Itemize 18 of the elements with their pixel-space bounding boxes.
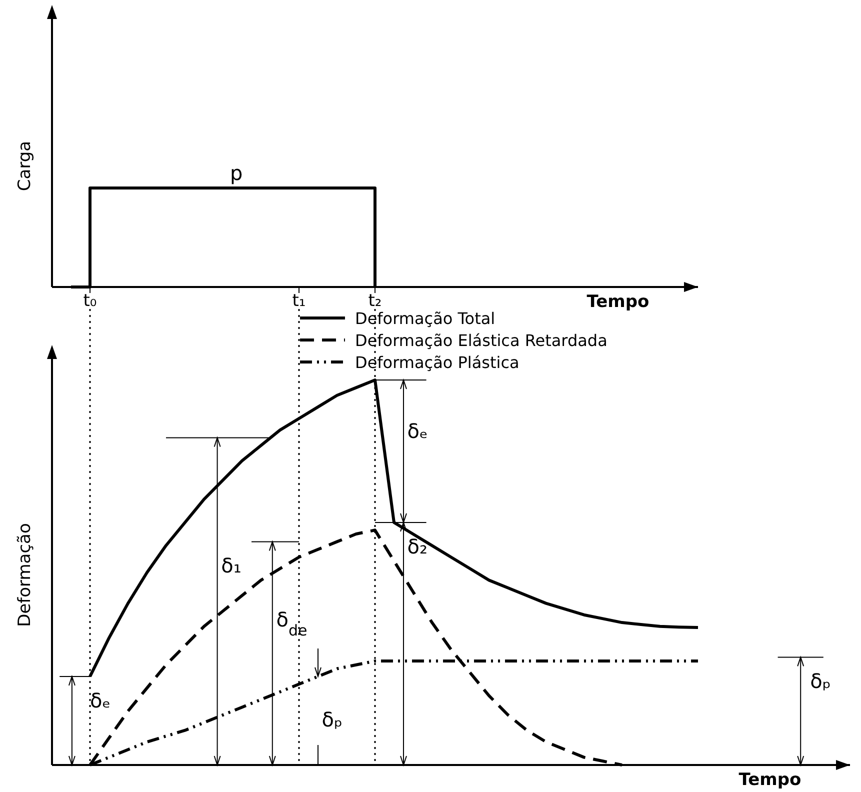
annotation: δ₂ xyxy=(407,534,428,558)
annotation: δ$_{de}$ xyxy=(276,607,308,640)
annotation: δₚ xyxy=(322,708,343,732)
annotation: δₚ xyxy=(810,669,831,693)
legend-label: Deformação Elástica Retardada xyxy=(355,331,608,350)
text: p xyxy=(230,161,243,186)
x-axis-title: Tempo xyxy=(586,292,650,312)
annotation: δ₁ xyxy=(221,554,242,578)
annotation: δₑ xyxy=(90,688,111,712)
y-axis-title: Deformação xyxy=(15,523,35,627)
x-tick-label: t₁ xyxy=(292,291,306,311)
legend-label: Deformação Plástica xyxy=(355,353,520,372)
annotation: δₑ xyxy=(407,418,428,443)
y-axis-title: Carga xyxy=(15,140,35,192)
x-tick-label: t₂ xyxy=(368,291,382,311)
x-axis-title: Tempo xyxy=(738,770,802,790)
legend-label: Deformação Total xyxy=(355,309,496,328)
x-tick-label: t₀ xyxy=(83,291,97,311)
